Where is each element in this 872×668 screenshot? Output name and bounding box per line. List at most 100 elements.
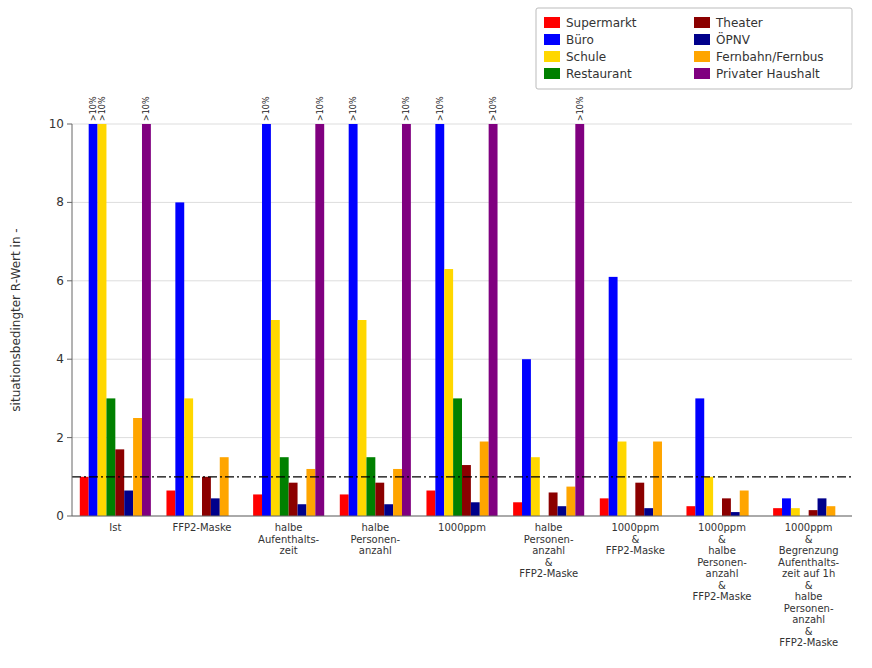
bar: Büro: 10 — [435, 124, 444, 516]
chart: 0246810situationsbedingter R-Wert in -Su… — [0, 0, 872, 668]
tick-mark — [67, 124, 72, 125]
value-label: >10% — [316, 96, 325, 121]
bar: ÖPNV: 0.2 — [644, 508, 653, 516]
bar: ÖPNV: 0.3 — [298, 504, 307, 516]
value-label: >10% — [489, 96, 498, 121]
bar: Theater: 1.7 — [115, 449, 124, 516]
legend-swatch — [694, 51, 710, 62]
tick-label: FFP2-Maske — [172, 522, 231, 533]
tick-label: 2 — [56, 431, 64, 445]
bar: Fernbahn/Fernbus: 1.9 — [480, 442, 489, 516]
bar: Privater Haushalt: 10 — [402, 124, 411, 516]
bar: Fernbahn/Fernbus: 1.9 — [653, 442, 662, 516]
grid-line — [72, 516, 852, 517]
bar: Schule: 5 — [358, 320, 367, 516]
bar: Schule: 10 — [98, 124, 107, 516]
bar: Büro: 4 — [522, 359, 531, 516]
legend-swatch — [544, 51, 560, 62]
bar: Büro: 10 — [89, 124, 98, 516]
bar: Supermarkt: 0.65 — [426, 491, 435, 516]
bar: Privater Haushalt: 10 — [142, 124, 151, 516]
tick-label: 1000ppm — [438, 522, 486, 533]
bar: Theater: 1 — [202, 477, 211, 516]
bar: Restaurant: 1.5 — [366, 457, 375, 516]
y-axis: 0246810 — [49, 117, 852, 523]
legend: Supermarkt Büro Schule Restaurant TheaterÖPN… — [536, 8, 852, 89]
value-labels: >10%>10%>10%>10%>10%>10%>10%>10%>10%>10% — [89, 96, 585, 121]
tick-label: 6 — [56, 274, 64, 288]
legend-label: Supermarkt — [566, 16, 637, 30]
bar: Fernbahn/Fernbus: 0.25 — [826, 506, 835, 516]
legend-swatch — [694, 34, 710, 45]
legend-swatch — [544, 34, 560, 45]
grid-line — [72, 202, 852, 203]
bar: Supermarkt: 0.55 — [253, 494, 262, 516]
legend-label: Büro — [566, 33, 594, 47]
bars: Supermarkt: 1 Supermarkt: 0.65 Supermarkt:… — [80, 124, 836, 516]
value-label: >10% — [349, 96, 358, 121]
bar: Privater Haushalt: 10 — [575, 124, 584, 516]
plot-area — [72, 124, 852, 516]
bar: Büro: 8 — [175, 202, 184, 516]
legend-label: Restaurant — [566, 67, 632, 81]
bar: Schule: 6.3 — [444, 269, 453, 516]
axis-line — [72, 124, 73, 516]
tick-label: 1000ppm&halbePersonen-anzahl&FFP2-Maske — [692, 522, 751, 602]
bar: Fernbahn/Fernbus: 0.75 — [566, 487, 575, 516]
bar: Supermarkt: 0.35 — [513, 502, 522, 516]
bar: ÖPNV: 0.1 — [731, 512, 740, 516]
legend-label: Theater — [715, 16, 763, 30]
tick-label: 1000ppm&FFP2-Maske — [606, 522, 665, 556]
tick-mark — [67, 516, 72, 517]
bar: Restaurant: 3 — [106, 398, 115, 516]
bar: Schule: 3 — [184, 398, 193, 516]
bar: Theater: 0.85 — [289, 483, 298, 516]
bar: Theater: 0.85 — [635, 483, 644, 516]
tick-mark — [67, 359, 72, 360]
bar: Supermarkt: 0.2 — [773, 508, 782, 516]
bar: Fernbahn/Fernbus: 2.5 — [133, 418, 142, 516]
tick-mark — [67, 202, 72, 203]
bar: Schule: 1.5 — [531, 457, 540, 516]
bar: Fernbahn/Fernbus: 1.2 — [393, 469, 402, 516]
bar: Schule: 5 — [271, 320, 280, 516]
bar: ÖPNV: 0.3 — [384, 504, 393, 516]
tick-label: 10 — [49, 117, 64, 131]
reference-line — [72, 476, 852, 477]
bar: Restaurant: 1.5 — [280, 457, 289, 516]
bar: Büro: 6.1 — [609, 277, 618, 516]
x-axis: IstFFP2-MaskehalbeAufenthalts-zeithalbeP… — [109, 522, 839, 648]
grid-line — [72, 280, 852, 281]
bar: Fernbahn/Fernbus: 0.65 — [740, 491, 749, 516]
tick-mark — [67, 280, 72, 281]
legend-label: ÖPNV — [716, 31, 751, 47]
bar: Schule: 0.2 — [791, 508, 800, 516]
bar: Supermarkt: 1 — [80, 477, 89, 516]
tick-label: halbePersonen-anzahl&FFP2-Maske — [519, 522, 578, 579]
bar: ÖPNV: 0.25 — [558, 506, 567, 516]
value-label: >10% — [576, 96, 585, 121]
bar: Supermarkt: 0.45 — [600, 498, 609, 516]
value-label: >10% — [89, 96, 98, 121]
bar: Büro: 10 — [349, 124, 358, 516]
bar: Restaurant: 3 — [453, 398, 462, 516]
value-label: >10% — [142, 96, 151, 121]
legend-label: Schule — [566, 50, 606, 64]
bar: Schule: 1.9 — [618, 442, 627, 516]
legend-swatch — [694, 68, 710, 79]
tick-label: halbePersonen-anzahl — [350, 522, 400, 556]
tick-mark — [67, 437, 72, 438]
bar: Schule: 1 — [704, 477, 713, 516]
value-label: >10% — [262, 96, 271, 121]
legend-label: Fernbahn/Fernbus — [716, 50, 824, 64]
legend-box — [536, 8, 852, 89]
bar: ÖPNV: 0.45 — [818, 498, 827, 516]
grid-line — [72, 124, 852, 125]
bar: Theater: 0.45 — [722, 498, 731, 516]
bar: Supermarkt: 0.65 — [166, 491, 175, 516]
bar: Theater: 0.6 — [549, 492, 558, 516]
bar: ÖPNV: 0.65 — [124, 491, 133, 516]
grid-line — [72, 359, 852, 360]
tick-label: 4 — [56, 352, 64, 366]
legend-label: Privater Haushalt — [716, 67, 820, 81]
